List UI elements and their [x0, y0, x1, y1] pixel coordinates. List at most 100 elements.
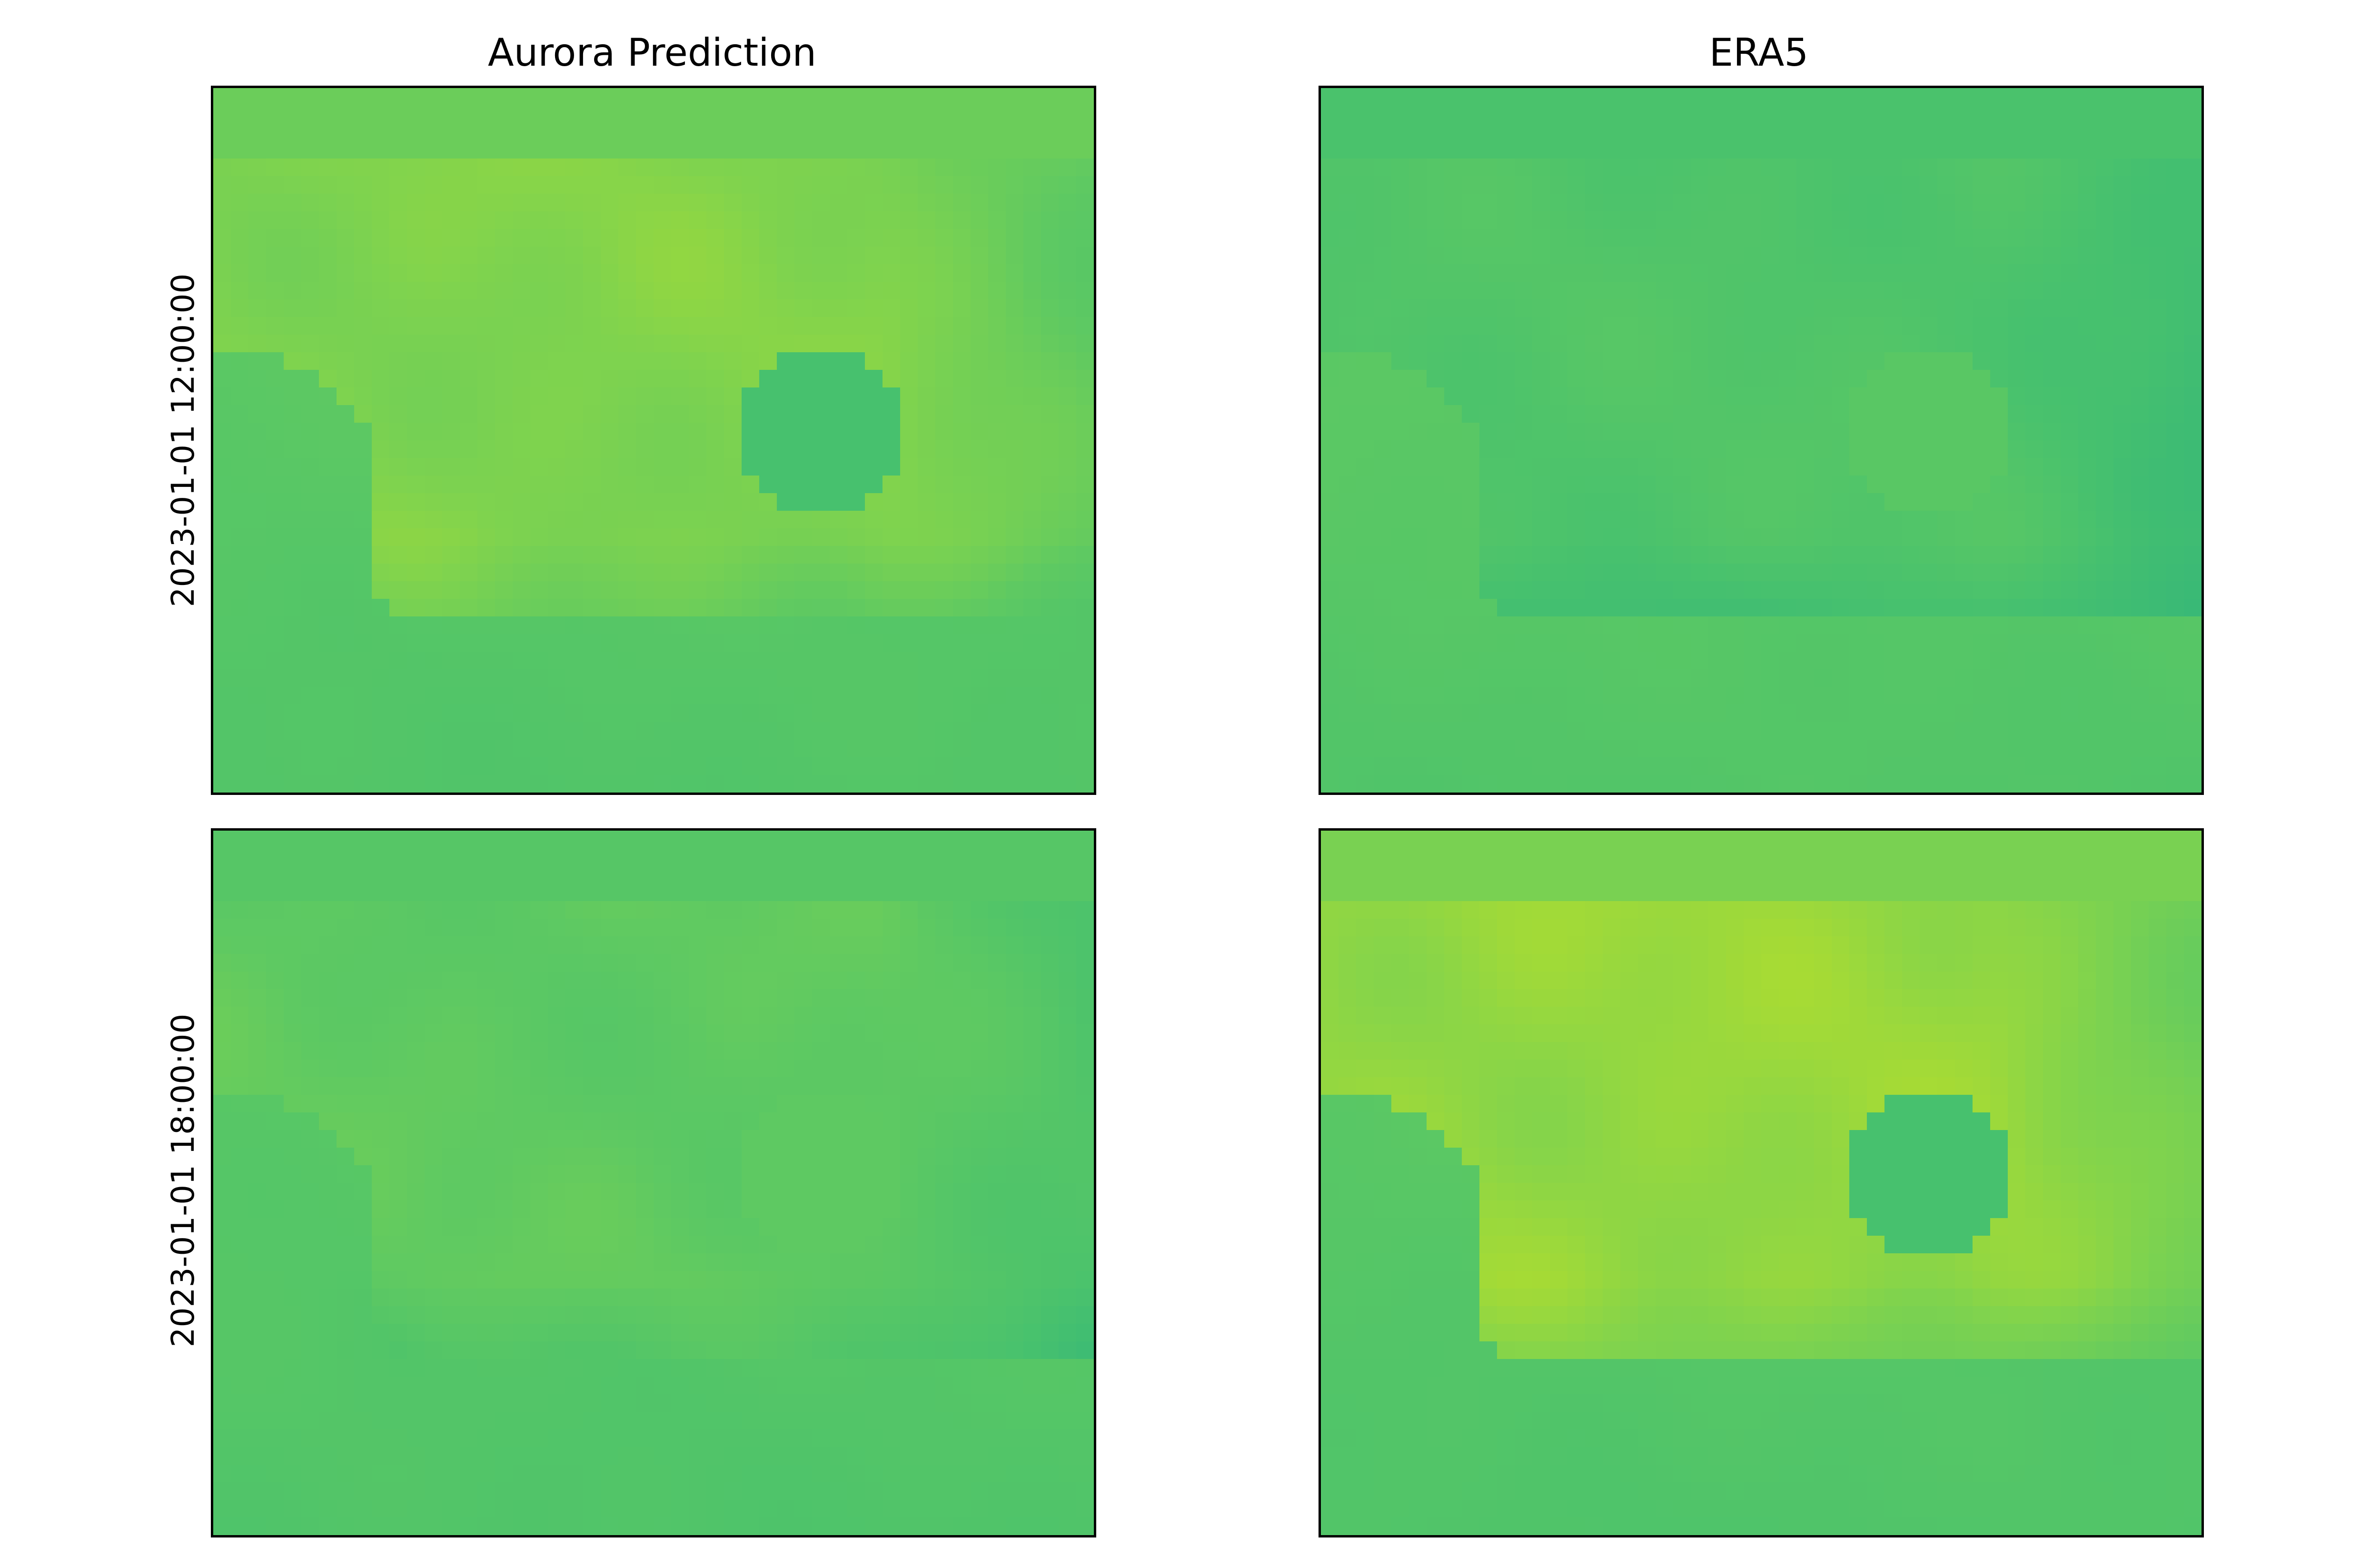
- heatmap-cell: [1691, 123, 1709, 141]
- heatmap-cell: [407, 387, 425, 406]
- heatmap-cell: [601, 493, 619, 511]
- heatmap-cell: [1356, 423, 1374, 441]
- heatmap-cell: [284, 972, 302, 990]
- heatmap-cell: [1744, 493, 1762, 511]
- heatmap-cell: [601, 1148, 619, 1166]
- heatmap-cell: [900, 989, 918, 1007]
- heatmap-cell: [1955, 211, 1973, 229]
- heatmap-cell: [1814, 405, 1832, 423]
- heatmap-cell: [530, 1060, 548, 1078]
- heatmap-cell: [248, 335, 267, 353]
- heatmap-cell: [1744, 352, 1762, 370]
- heatmap-cell: [1427, 564, 1445, 582]
- heatmap-cell: [583, 440, 601, 458]
- heatmap-cell: [918, 687, 936, 705]
- heatmap-cell: [900, 405, 918, 423]
- heatmap-cell: [671, 511, 689, 529]
- heatmap-cell: [2184, 775, 2202, 793]
- heatmap-cell: [1374, 159, 1392, 177]
- heatmap-cell: [442, 989, 460, 1007]
- heatmap-cell: [742, 687, 760, 705]
- heatmap-cell: [1550, 123, 1568, 141]
- heatmap-cell: [1059, 954, 1077, 972]
- heatmap-cell: [2008, 458, 2026, 476]
- heatmap-cell: [935, 1060, 953, 1078]
- heatmap-cell: [777, 123, 795, 141]
- heatmap-cell: [794, 211, 813, 229]
- heatmap-cell: [372, 352, 390, 370]
- heatmap-cell: [477, 299, 496, 317]
- heatmap-cell: [1585, 528, 1603, 546]
- heatmap-cell: [337, 775, 355, 793]
- heatmap-cell: [689, 722, 707, 740]
- heatmap-cell: [2149, 669, 2167, 687]
- heatmap-cell: [636, 616, 654, 635]
- heatmap-cell: [337, 335, 355, 353]
- heatmap-cell: [1726, 704, 1744, 723]
- heatmap-cell: [1006, 848, 1024, 866]
- heatmap-cell: [213, 493, 231, 511]
- heatmap-cell: [918, 1077, 936, 1095]
- heatmap-cell: [495, 704, 513, 723]
- heatmap-cells: [213, 831, 1094, 1535]
- heatmap-cell: [442, 740, 460, 758]
- heatmap-cell: [266, 1165, 284, 1183]
- heatmap-cell: [1902, 669, 1920, 687]
- heatmap-cell: [2166, 423, 2184, 441]
- heatmap-cell: [883, 299, 901, 317]
- heatmap-cell: [1585, 123, 1603, 141]
- heatmap-cell: [548, 317, 566, 335]
- heatmap-cell: [1356, 616, 1374, 635]
- heatmap-cell: [477, 1042, 496, 1060]
- heatmap-cell: [865, 616, 883, 635]
- heatmap-cell: [1603, 616, 1621, 635]
- heatmap-cell: [1515, 757, 1533, 775]
- heatmap-cell: [284, 194, 302, 212]
- heatmap-cell: [1726, 299, 1744, 317]
- heatmap-cells: [213, 88, 1094, 793]
- heatmap-cell: [565, 211, 584, 229]
- heatmap-cell: [1532, 669, 1550, 687]
- heatmap-cell: [1726, 616, 1744, 635]
- heatmap-cell: [794, 387, 813, 406]
- heatmap-cell: [389, 159, 407, 177]
- heatmap-cell: [1479, 211, 1497, 229]
- heatmap-cell: [442, 757, 460, 775]
- heatmap-cell: [213, 1165, 231, 1183]
- heatmap-cell: [231, 123, 249, 141]
- heatmap-cell: [354, 335, 372, 353]
- heatmap-cell: [2149, 423, 2167, 441]
- heatmap-cell: [425, 528, 443, 546]
- heatmap-cell: [1673, 581, 1691, 599]
- heatmap-cell: [636, 405, 654, 423]
- heatmap-cell: [953, 247, 971, 265]
- heatmap-cell: [953, 1077, 971, 1095]
- heatmap-cell: [1867, 687, 1885, 705]
- heatmap-cell: [213, 282, 231, 300]
- heatmap-cell: [1059, 352, 1077, 370]
- heatmap-cell: [1779, 775, 1797, 793]
- heatmap-cell: [671, 919, 689, 937]
- heatmap-cell: [548, 704, 566, 723]
- heatmap-cell: [2025, 616, 2043, 635]
- heatmap-cell: [2166, 687, 2184, 705]
- heatmap-cell: [1550, 229, 1568, 247]
- heatmap-cell: [319, 740, 337, 758]
- heatmap-cell: [918, 936, 936, 954]
- heatmap-cell: [1550, 722, 1568, 740]
- heatmap-cell: [689, 370, 707, 388]
- heatmap-cell: [1479, 335, 1497, 353]
- heatmap-cell: [601, 458, 619, 476]
- heatmap-cell: [1585, 352, 1603, 370]
- heatmap-cell: [1867, 616, 1885, 635]
- heatmap-cell: [2008, 722, 2026, 740]
- heatmap-cell: [213, 317, 231, 335]
- heatmap-cell: [1479, 176, 1497, 194]
- heatmap-cell: [654, 901, 672, 919]
- heatmap-cell: [1585, 493, 1603, 511]
- heatmap-cell: [354, 264, 372, 282]
- heatmap-cell: [1884, 159, 1903, 177]
- heatmap-cell: [1708, 194, 1726, 212]
- heatmap-cell: [777, 599, 795, 617]
- heatmap-cell: [495, 546, 513, 564]
